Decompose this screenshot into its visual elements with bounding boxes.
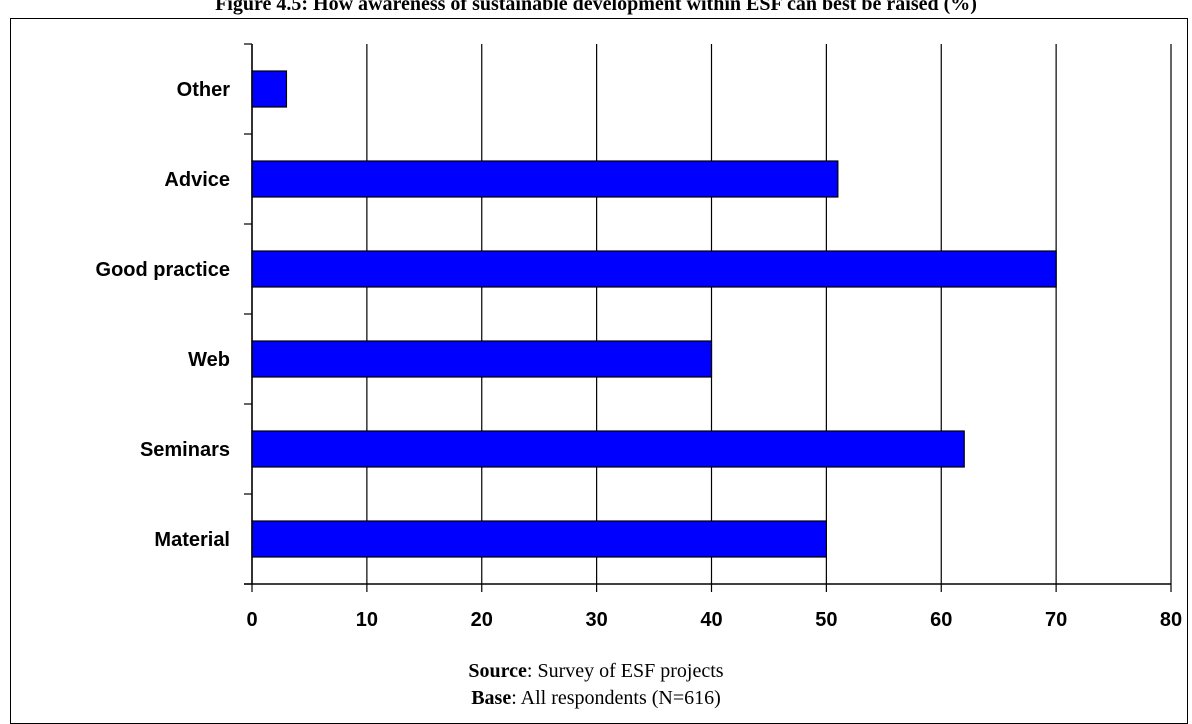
source-text: : Survey of ESF projects <box>526 660 724 682</box>
x-tick-label: 40 <box>700 609 722 631</box>
category-label: Seminars <box>140 439 230 461</box>
bar <box>251 340 713 378</box>
axes <box>244 43 1172 592</box>
source-label: Source <box>468 660 527 682</box>
category-label: Good practice <box>96 259 230 281</box>
category-label: Material <box>154 529 230 551</box>
bar <box>251 430 965 468</box>
category-label: Web <box>188 349 230 371</box>
bars <box>251 70 1057 558</box>
x-tick-label: 50 <box>815 609 837 631</box>
source-note: Source: Survey of ESF projects <box>0 660 1192 683</box>
base-label: Base <box>471 687 512 709</box>
x-tick-label: 60 <box>930 609 952 631</box>
x-tick-label: 80 <box>1160 609 1182 631</box>
category-label: Other <box>177 79 231 101</box>
x-tick-label: 20 <box>471 609 493 631</box>
base-text: : All respondents (N=616) <box>511 687 721 709</box>
bar <box>251 250 1057 288</box>
bar <box>251 160 839 198</box>
base-note: Base: All respondents (N=616) <box>0 687 1192 710</box>
bar <box>251 520 827 558</box>
x-tick-label: 30 <box>586 609 608 631</box>
chart-title: Figure 4.5: How awareness of sustainable… <box>215 0 977 15</box>
grid-lines <box>251 44 1172 584</box>
category-label: Advice <box>164 169 230 191</box>
x-tick-label: 0 <box>246 609 257 631</box>
x-tick-label: 70 <box>1045 609 1067 631</box>
bar <box>251 70 288 108</box>
labels: 0 10 20 30 40 50 60 70 80 Material Seminars Web Good… <box>96 79 1183 631</box>
x-tick-label: 10 <box>356 609 378 631</box>
